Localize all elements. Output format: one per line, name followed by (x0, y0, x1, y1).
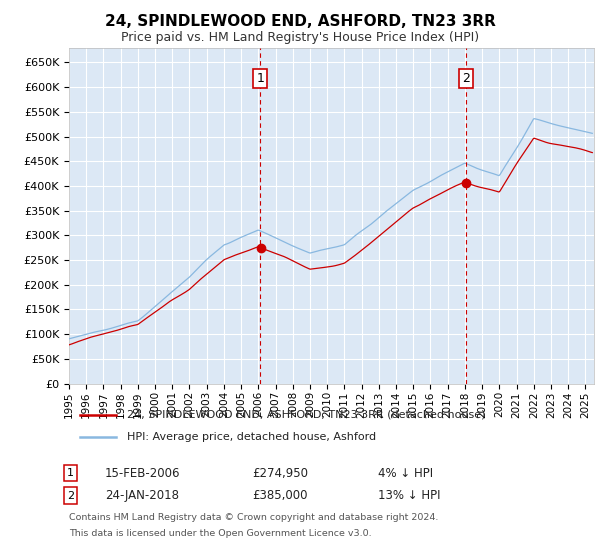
Text: 1: 1 (67, 468, 74, 478)
Text: £385,000: £385,000 (252, 489, 308, 502)
Text: HPI: Average price, detached house, Ashford: HPI: Average price, detached house, Ashf… (127, 432, 376, 442)
Text: Contains HM Land Registry data © Crown copyright and database right 2024.: Contains HM Land Registry data © Crown c… (69, 514, 439, 522)
Text: 2: 2 (462, 72, 470, 85)
Text: 13% ↓ HPI: 13% ↓ HPI (378, 489, 440, 502)
Text: 24, SPINDLEWOOD END, ASHFORD, TN23 3RR: 24, SPINDLEWOOD END, ASHFORD, TN23 3RR (104, 14, 496, 29)
Text: £274,950: £274,950 (252, 466, 308, 480)
Text: 4% ↓ HPI: 4% ↓ HPI (378, 466, 433, 480)
Text: 15-FEB-2006: 15-FEB-2006 (105, 466, 181, 480)
Text: 2: 2 (67, 491, 74, 501)
Text: 24-JAN-2018: 24-JAN-2018 (105, 489, 179, 502)
Text: Price paid vs. HM Land Registry's House Price Index (HPI): Price paid vs. HM Land Registry's House … (121, 31, 479, 44)
Text: 1: 1 (256, 72, 265, 85)
Text: 24, SPINDLEWOOD END, ASHFORD, TN23 3RR (detached house): 24, SPINDLEWOOD END, ASHFORD, TN23 3RR (… (127, 409, 485, 419)
Text: This data is licensed under the Open Government Licence v3.0.: This data is licensed under the Open Gov… (69, 529, 371, 538)
